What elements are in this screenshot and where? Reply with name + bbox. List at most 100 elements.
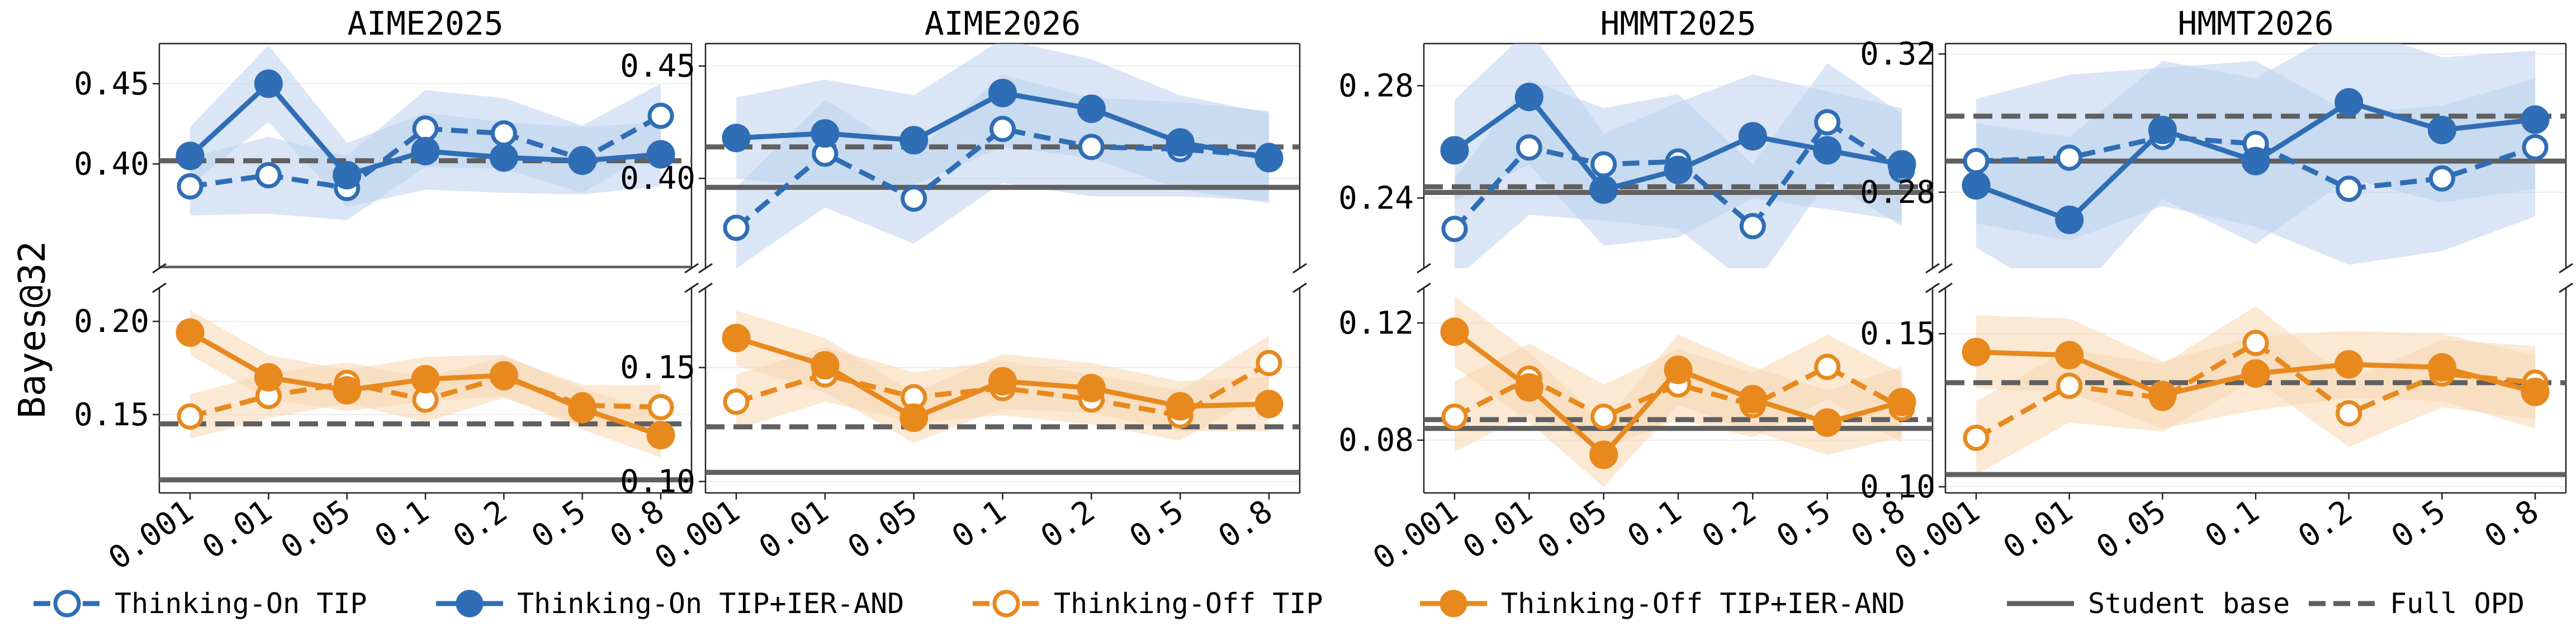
data-point — [176, 318, 205, 347]
x-tick-label: 0.001 — [102, 493, 200, 577]
data-point — [1963, 424, 1990, 451]
data-point — [490, 120, 517, 147]
data-point — [2521, 377, 2550, 406]
data-point — [1739, 213, 1766, 240]
data-point — [2428, 165, 2455, 192]
y-tick-label: 0.15 — [74, 397, 149, 433]
subplot-top: 0.24 0.28 — [1338, 42, 1940, 274]
data-point — [1664, 155, 1693, 184]
data-point — [1887, 387, 1916, 416]
data-point — [1962, 338, 1991, 367]
legend-label: Thinking-On TIP+IER-AND — [517, 587, 904, 620]
data-point — [899, 126, 929, 155]
data-point — [1256, 350, 1282, 377]
axis-break-mark — [698, 263, 713, 274]
data-point — [722, 124, 751, 153]
data-point — [1254, 390, 1284, 419]
legend-item: Student base — [2007, 587, 2290, 620]
axis-break-mark — [698, 282, 713, 293]
data-point — [2522, 134, 2549, 161]
x-tick-label: 0.05 — [274, 493, 357, 566]
data-point — [2336, 400, 2362, 427]
data-point — [2521, 105, 2550, 134]
data-point — [2056, 144, 2083, 171]
x-tick-label: 0.2 — [1696, 493, 1763, 555]
data-point — [2334, 88, 2364, 117]
data-point — [1514, 82, 1543, 111]
x-tick-label: 0.001 — [648, 493, 746, 577]
y-tick-label: 0.15 — [620, 350, 695, 386]
subplot-top: 0.40 0.45 — [74, 42, 699, 274]
axis-break-mark — [152, 263, 167, 274]
data-point — [489, 143, 518, 172]
data-point — [1441, 216, 1468, 243]
data-point — [254, 69, 283, 98]
x-tick-label: 0.5 — [2385, 493, 2452, 555]
axis-break-mark — [1938, 282, 1953, 293]
data-point — [2334, 350, 2364, 379]
y-tick-label: 0.24 — [1338, 180, 1414, 216]
data-point — [2148, 116, 2177, 145]
data-point — [2427, 353, 2456, 382]
data-point — [901, 185, 927, 212]
x-tick-label: 0.05 — [2090, 493, 2173, 566]
x-tick-label: 0.01 — [752, 493, 835, 566]
x-tick-label: 0.001 — [1888, 493, 1986, 577]
data-point — [1813, 136, 1842, 165]
data-point — [1962, 171, 1991, 200]
data-point — [1814, 354, 1841, 381]
legend-marker — [53, 590, 81, 618]
x-tick-label: 0.01 — [1997, 493, 2080, 566]
legend-label: Thinking-Off TIP+IER-AND — [1501, 587, 1905, 620]
data-point — [2055, 205, 2084, 234]
legend-item: Thinking-Off TIP — [973, 587, 1323, 620]
legend-item: Thinking-On TIP+IER-AND — [436, 587, 904, 620]
data-point — [988, 367, 1017, 396]
y-tick-label: 0.10 — [1860, 469, 1935, 505]
data-point — [411, 136, 440, 165]
x-tick-label: 0.05 — [1531, 493, 1614, 566]
y-tick-label: 0.32 — [1860, 36, 1935, 73]
plot-area — [1424, 44, 1933, 268]
axis-break-mark — [2559, 263, 2573, 274]
data-point — [1590, 151, 1617, 178]
x-tick-label: 0.5 — [1123, 493, 1190, 555]
data-point — [176, 141, 205, 170]
data-point — [177, 403, 203, 430]
data-point — [2056, 372, 2083, 399]
x-tick-label: 0.01 — [196, 493, 279, 566]
data-point — [646, 140, 675, 169]
y-tick-label: 0.20 — [74, 303, 149, 340]
legend-label: Thinking-On TIP — [115, 587, 367, 620]
axis-break-mark — [1417, 263, 1431, 274]
y-tick-label: 0.45 — [620, 48, 695, 84]
data-point — [2241, 146, 2270, 175]
x-tick-label: 0.1 — [2199, 493, 2266, 555]
data-point — [333, 160, 362, 189]
y-tick-label: 0.28 — [1860, 174, 1935, 211]
data-point — [1664, 355, 1693, 384]
axis-break-mark — [684, 282, 699, 293]
data-point — [333, 376, 362, 405]
data-point — [2241, 359, 2270, 388]
data-point — [411, 364, 440, 393]
y-axis-label: Bayes@32 — [11, 241, 54, 419]
x-tick-label: 0.1 — [1621, 493, 1688, 555]
legend-item: Full OPD — [2309, 587, 2525, 620]
panel-title: HMMT2026 — [2177, 4, 2333, 42]
data-point — [1589, 175, 1618, 204]
data-point — [2148, 381, 2177, 410]
data-point — [1440, 317, 1469, 346]
data-point — [1738, 384, 1767, 414]
data-point — [811, 119, 840, 148]
data-point — [177, 173, 203, 200]
subplot-bottom: 0.10 0.15 — [620, 282, 1307, 500]
legend-item: Thinking-Off TIP+IER-AND — [1420, 587, 1905, 620]
data-point — [1963, 148, 1990, 174]
legend-label: Student base — [2088, 587, 2290, 620]
axis-break-mark — [1417, 282, 1431, 293]
